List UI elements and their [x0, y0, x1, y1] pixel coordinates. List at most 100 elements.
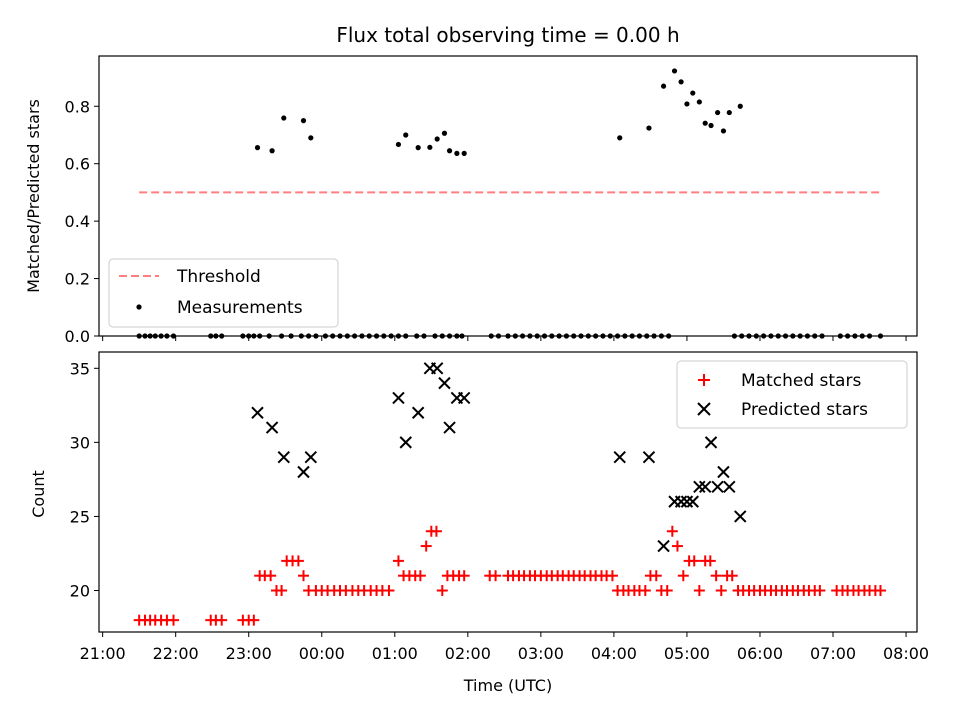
legend-threshold-label: Threshold [176, 267, 261, 287]
top-axes-frame [98, 55, 918, 337]
predicted-stars-point [674, 495, 688, 508]
predicted-stars-point [430, 362, 444, 375]
matched-stars-point [167, 614, 179, 626]
predicted-stars-point [717, 465, 730, 479]
matched-stars-point [671, 540, 683, 552]
measurement-point [646, 125, 652, 131]
predicted-stars-point [297, 465, 310, 479]
matched-stars-point [392, 555, 404, 567]
predicted-stars-point [657, 539, 670, 553]
matched-stars-point [726, 570, 738, 582]
y-tick-label: 20 [70, 582, 90, 601]
predicted-stars-point [304, 450, 318, 464]
matched-stars-point [490, 570, 502, 582]
matched-stars-point [414, 570, 426, 582]
matched-stars-point [248, 614, 260, 626]
matched-stars-point [430, 525, 442, 537]
bottom-axes-ticks: 20 25 30 35 21:00 22:00 23:00 00:00 01:00 02:00 03… [70, 359, 929, 663]
y-tick-label: 0.8 [65, 97, 90, 116]
x-tick-label: 22:00 [153, 644, 199, 663]
predicted-stars-point [613, 450, 626, 464]
predicted-stars-point [723, 480, 736, 494]
predicted-stars-point [457, 391, 471, 405]
measurement-point [461, 150, 467, 156]
measurement-point [281, 115, 287, 121]
legend-measurements-label: Measurements [177, 298, 303, 318]
y-tick-label: 30 [70, 433, 90, 452]
x-tick-label: 02:00 [445, 644, 491, 663]
matched-stars-point [666, 525, 678, 537]
measurement-point [720, 128, 727, 134]
matched-stars-point [606, 570, 618, 582]
x-tick-label: 03:00 [518, 644, 564, 663]
measurement-point [708, 122, 714, 129]
bottom-plot-area [133, 362, 886, 626]
predicted-stars-point [734, 510, 747, 523]
legend-matched-swatch [698, 374, 710, 386]
measurement-point [441, 130, 448, 136]
matched-stars-point [265, 570, 277, 582]
matched-stars-point [704, 555, 716, 567]
matched-stars-point [693, 585, 705, 597]
matched-stars-point [677, 570, 689, 582]
measurement-point [395, 141, 402, 148]
x-tick-label: 01:00 [372, 644, 418, 663]
top-legend: Threshold Measurements [108, 258, 339, 328]
measurement-point [660, 83, 667, 89]
matched-stars-point [814, 585, 826, 597]
predicted-stars-point [443, 421, 456, 434]
legend-matched-label: Matched stars [741, 371, 861, 391]
measurement-point [403, 132, 409, 138]
measurement-point [690, 90, 696, 96]
measurement-point [696, 99, 702, 105]
predicted-stars-point [277, 450, 290, 464]
predicted-stars-point [642, 450, 656, 464]
predicted-stars-point [411, 406, 425, 419]
measurement-point [702, 120, 708, 126]
matched-stars-point [715, 585, 727, 597]
predicted-stars-point [399, 436, 412, 449]
x-tick-label: 04:00 [591, 644, 637, 663]
x-tick-label: 21:00 [80, 644, 126, 663]
predicted-stars-point [251, 406, 264, 419]
y-tick-label: 0.0 [65, 327, 90, 346]
measurement-point [454, 150, 460, 156]
x-tick-label: 07:00 [810, 644, 856, 663]
y-tick-label: 25 [70, 507, 90, 526]
chart-title: Flux total observing time = 0.00 h [336, 23, 679, 47]
predicted-stars-point [704, 436, 718, 449]
y-tick-label: 0.2 [65, 270, 90, 289]
measurement-point [427, 144, 433, 150]
y-tick-label: 0.4 [65, 212, 90, 231]
measurement-point [269, 148, 275, 154]
matched-stars-point [292, 555, 304, 567]
matched-stars-point [688, 555, 700, 567]
flux-ratio-panel: Flux total observing time = 0.00 h Match… [24, 23, 918, 346]
measurement-point [671, 68, 678, 74]
bottom-axes-frame [98, 351, 918, 633]
top-axes-ticks: 0.0 0.2 0.4 0.6 0.8 [65, 97, 907, 346]
x-tick-label: 00:00 [299, 644, 345, 663]
y-axis-label-bottom: Count [29, 470, 48, 518]
matched-stars-point [661, 585, 673, 597]
predicted-stars-point [686, 495, 699, 508]
measurement-point [254, 145, 261, 151]
predicted-stars-point [698, 480, 712, 494]
x-axis-label: Time (UTC) [463, 676, 552, 695]
x-tick-label: 23:00 [226, 644, 272, 663]
measurement-point [415, 145, 421, 151]
x-tick-label: 08:00 [883, 644, 929, 663]
measurement-point [308, 135, 314, 141]
predicted-stars-point [711, 480, 724, 494]
y-tick-label: 0.6 [65, 155, 90, 174]
predicted-stars-point [392, 391, 405, 405]
predicted-stars-point [693, 480, 706, 494]
measurement-point [617, 135, 623, 141]
matched-stars-point [216, 614, 228, 626]
measurement-point [715, 109, 721, 116]
measurement-point [678, 79, 684, 85]
x-tick-label: 05:00 [664, 644, 710, 663]
measurement-point [684, 101, 690, 107]
measurement-point [446, 148, 453, 154]
